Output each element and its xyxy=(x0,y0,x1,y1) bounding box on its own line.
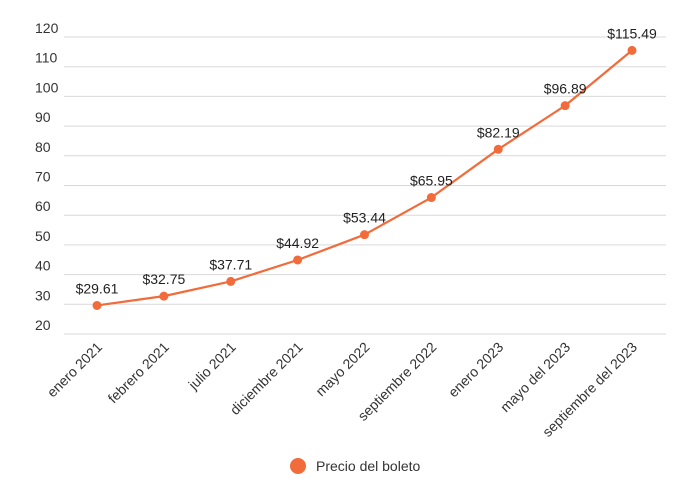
y-tick-label: 40 xyxy=(35,258,51,274)
data-point xyxy=(159,291,169,301)
legend-label: Precio del boleto xyxy=(316,458,421,474)
data-label: $82.19 xyxy=(477,124,520,140)
data-label: $32.75 xyxy=(142,271,185,287)
data-label: $115.49 xyxy=(607,25,657,41)
data-point xyxy=(360,230,369,240)
x-tick-label: febrero 2021 xyxy=(105,339,173,407)
y-tick-label: 120 xyxy=(35,20,59,36)
legend: Precio del boleto xyxy=(290,458,420,474)
y-tick-label: 20 xyxy=(35,317,51,333)
data-point xyxy=(560,101,570,111)
line-chart: 20 30 40 50 60 70 80 90 100 110 120 enero 2021 febre… xyxy=(35,20,666,440)
data-point xyxy=(293,255,303,265)
y-tick-label: 80 xyxy=(35,139,51,155)
data-label: $53.44 xyxy=(343,210,386,226)
y-tick-label: 110 xyxy=(35,50,58,66)
x-tick-label: julio 2021 xyxy=(184,339,239,394)
y-tick-label: 70 xyxy=(35,169,51,185)
data-label: $65.95 xyxy=(410,173,453,189)
data-point xyxy=(226,276,236,286)
y-tick-label: 90 xyxy=(35,109,51,125)
x-tick-label: diciembre 2021 xyxy=(227,339,306,418)
data-point xyxy=(627,45,637,55)
data-point xyxy=(493,144,503,154)
x-tick-label: mayo 2022 xyxy=(312,339,372,399)
data-label: $44.92 xyxy=(276,235,319,251)
data-point xyxy=(426,193,436,203)
x-tick-label: enero 2021 xyxy=(44,339,106,401)
data-point xyxy=(92,300,102,310)
data-label: $96.89 xyxy=(544,81,587,97)
legend-marker-icon xyxy=(290,458,306,474)
y-tick-label: 50 xyxy=(35,228,51,244)
y-tick-label: 100 xyxy=(35,79,59,95)
x-tick-label: mayo del 2023 xyxy=(497,339,573,415)
x-tick-label: enero 2023 xyxy=(445,339,507,401)
data-label: $37.71 xyxy=(209,256,252,272)
y-tick-label: 60 xyxy=(35,198,51,214)
y-tick-label: 30 xyxy=(35,287,51,303)
data-label: $29.61 xyxy=(76,280,119,296)
